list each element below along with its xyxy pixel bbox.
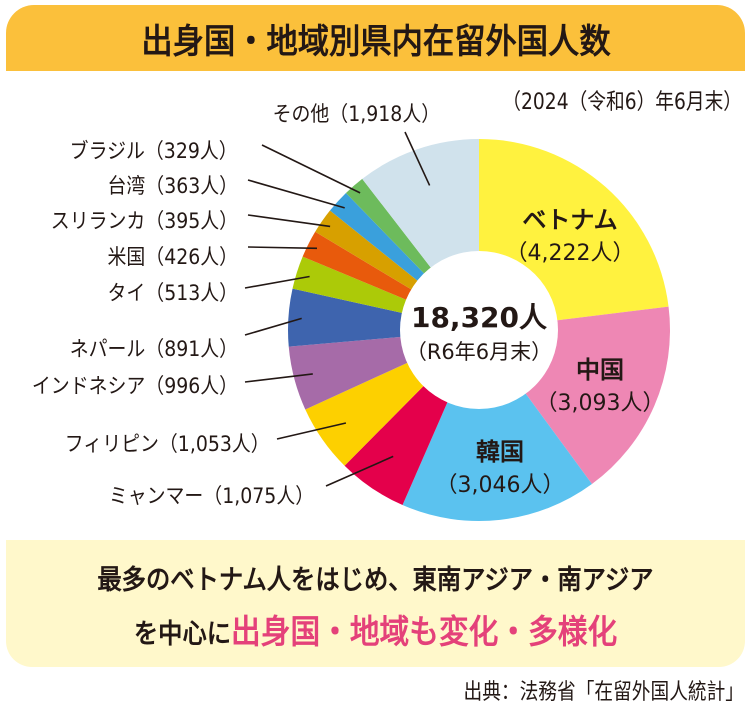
slice-label-srilanka: スリランカ（395人） xyxy=(50,209,238,233)
donut-center xyxy=(400,251,558,409)
slice-label-other: その他（1,918人） xyxy=(272,102,440,126)
slice-label-nepal: ネパール（891人） xyxy=(69,337,238,361)
leader-line xyxy=(244,275,310,289)
slice-label-indonesia: インドネシア（996人） xyxy=(31,374,238,398)
summary-highlight: 出身国・地域も変化・多様化 xyxy=(231,612,618,651)
pie-slices xyxy=(288,139,670,521)
date-note: （2024（令和6）年6月末） xyxy=(502,90,742,115)
summary-banner: 最多のベトナム人をはじめ、東南アジア・南アジア を中心に出身国・地域も変化・多様… xyxy=(6,540,745,667)
slice-label-thailand: タイ（513人） xyxy=(107,281,238,305)
leader-line xyxy=(261,144,361,194)
leader-line xyxy=(325,455,394,487)
total-date: （R6年6月末） xyxy=(405,340,553,364)
leader-line xyxy=(247,179,345,209)
summary-line-1: 最多のベトナム人をはじめ、東南アジア・南アジア xyxy=(97,565,654,596)
summary-line-2-prefix: を中心に xyxy=(133,619,232,650)
leader-lines xyxy=(244,131,431,487)
leader-line xyxy=(247,246,318,250)
leader-line xyxy=(276,422,347,440)
source-note: 出典：法務省「在留外国人統計」 xyxy=(463,680,744,705)
pie-slice-2 xyxy=(402,330,592,521)
slice-label-korea: 韓国 （3,046人） xyxy=(435,438,565,498)
total-value: 18,320人 xyxy=(410,301,548,334)
chart-title: 出身国・地域別県内在留外国人数 xyxy=(140,21,611,62)
slice-label-usa: 米国（426人） xyxy=(107,245,238,269)
leader-line xyxy=(244,317,302,336)
slice-label-vietnam: ベトナム （4,222人） xyxy=(505,206,635,266)
slice-label-brazil: ブラジル（329人） xyxy=(69,139,238,163)
leader-line xyxy=(404,131,431,186)
slice-label-philippines: フィリピン（1,053人） xyxy=(65,432,270,456)
summary-line-2: を中心に出身国・地域も変化・多様化 xyxy=(43,605,708,653)
title-banner: 出身国・地域別県内在留外国人数 xyxy=(6,5,745,71)
leader-line xyxy=(247,214,331,228)
slice-label-china: 中国 （3,093人） xyxy=(535,356,665,416)
center-total-label: 18,320人 （R6年6月末） xyxy=(400,296,558,366)
slice-label-myanmar: ミャンマー（1,075人） xyxy=(108,484,314,508)
slice-label-taiwan: 台湾（363人） xyxy=(107,174,238,198)
leader-line xyxy=(244,373,313,383)
